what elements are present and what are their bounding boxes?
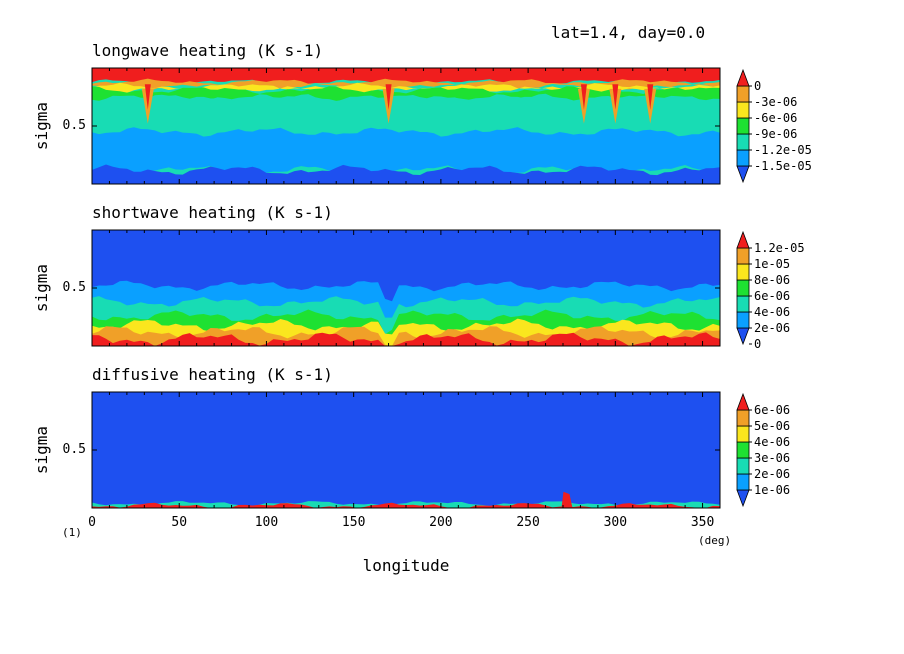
colorbar-label: -6e-06 — [754, 111, 797, 125]
panel-title-diffusive: diffusive heating (K s-1) — [92, 365, 333, 384]
colorbar-label: 3e-06 — [754, 451, 790, 465]
corner-label: (1) — [62, 526, 82, 539]
x-tick-label: 350 — [691, 515, 714, 530]
x-axis-unit: (deg) — [698, 534, 731, 547]
colorbar-swatch — [736, 101, 750, 119]
colorbar-label: 4e-06 — [754, 305, 790, 319]
panel-title-shortwave: shortwave heating (K s-1) — [92, 203, 333, 222]
y-axis-label-longwave: sigma — [32, 102, 51, 150]
panel-title-longwave: longwave heating (K s-1) — [92, 41, 323, 60]
y-tick-shortwave: 0.5 — [63, 280, 86, 295]
contour-layer — [92, 127, 720, 175]
colorbar-longwave: 0 -3e-06 -6e-06 -9e-06 -1.2e-05 -1.5e-05 — [736, 68, 812, 184]
colorbar-swatch — [736, 149, 750, 167]
y-tick-longwave: 0.5 — [63, 118, 86, 133]
contour-layer — [92, 93, 720, 137]
colorbar-swatch — [736, 311, 750, 329]
colorbar-swatch — [736, 409, 750, 427]
colorbar-swatch — [736, 441, 750, 459]
colorbar-label: -3e-06 — [754, 95, 797, 109]
x-tick-label: 250 — [516, 515, 539, 530]
colorbar-label: 5e-06 — [754, 419, 790, 433]
contour-spike — [612, 84, 619, 110]
x-axis-label: longitude — [363, 556, 450, 575]
colorbar-shortwave: 1.2e-05 1e-05 8e-06 6e-06 4e-06 2e-06 0 — [736, 230, 805, 351]
colorbar-label: 4e-06 — [754, 435, 790, 449]
colorbar-swatch — [736, 165, 750, 184]
colorbar-label: -1.2e-05 — [754, 143, 812, 157]
colorbar-label: 1.2e-05 — [754, 241, 805, 255]
colorbar-label: 2e-06 — [754, 467, 790, 481]
x-tick-label: 300 — [604, 515, 627, 530]
contour-spike — [144, 84, 151, 110]
colorbar-swatch — [736, 473, 750, 491]
heatmap-background — [92, 392, 720, 508]
contour-layer — [92, 68, 720, 85]
x-tick-label: 100 — [255, 515, 278, 530]
colorbar-label: 1e-05 — [754, 257, 790, 271]
colorbar-swatch — [736, 392, 750, 411]
colorbar-label: 0 — [754, 79, 761, 93]
panel-shortwave: shortwave heating (K s-1) sigma 0.5 1.2e… — [32, 203, 805, 351]
x-tick-label: 50 — [171, 515, 187, 530]
colorbar-label: 0 — [754, 337, 761, 351]
colorbar-swatch — [736, 425, 750, 443]
y-axis-label-diffusive: sigma — [32, 426, 51, 474]
contour-spike — [385, 84, 392, 110]
colorbar-swatch — [736, 327, 750, 346]
colorbar-swatch — [736, 295, 750, 313]
contour-spike — [647, 84, 654, 110]
colorbar-swatch — [736, 279, 750, 297]
colorbar-label: -1.5e-05 — [754, 159, 812, 173]
colorbar-swatch — [736, 85, 750, 103]
x-tick-label: 0 — [88, 515, 96, 530]
colorbar-label: 1e-06 — [754, 483, 790, 497]
heatmap-diffusive — [91, 391, 721, 509]
heatmap-longwave — [91, 67, 721, 185]
panel-diffusive: diffusive heating (K s-1) sigma 0.5 6e-0… — [32, 365, 790, 509]
contour-layer — [92, 164, 720, 184]
x-tick-label: 200 — [429, 515, 452, 530]
colorbar-swatch — [736, 133, 750, 151]
colorbar-swatch — [736, 68, 750, 87]
panel-longwave: longwave heating (K s-1) sigma 0.5 0 -3e-… — [32, 41, 812, 185]
colorbar-swatch — [736, 457, 750, 475]
colorbar-swatch — [736, 489, 750, 508]
contour-spike — [580, 84, 587, 110]
colorbar-swatch — [736, 230, 750, 249]
colorbar-swatch — [736, 117, 750, 135]
colorbar-diffusive: 6e-06 5e-06 4e-06 3e-06 2e-06 1e-06 — [736, 392, 790, 508]
colorbar-label: 8e-06 — [754, 273, 790, 287]
x-tick-label: 150 — [342, 515, 365, 530]
x-axis-ticks: 0 50 100 150 200 250 300 350 — [88, 515, 714, 530]
y-axis-label-shortwave: sigma — [32, 264, 51, 312]
colorbar-swatch — [736, 247, 750, 265]
colorbar-label: 6e-06 — [754, 403, 790, 417]
y-tick-diffusive: 0.5 — [63, 442, 86, 457]
heatmap-shortwave — [91, 229, 721, 347]
colorbar-swatch — [736, 263, 750, 281]
contour-layer — [92, 332, 720, 346]
colorbar-label: 2e-06 — [754, 321, 790, 335]
contour-spike — [561, 491, 573, 508]
header-label: lat=1.4, day=0.0 — [551, 23, 705, 42]
colorbar-label: 6e-06 — [754, 289, 790, 303]
colorbar-label: -9e-06 — [754, 127, 797, 141]
contour-layer — [92, 82, 720, 94]
